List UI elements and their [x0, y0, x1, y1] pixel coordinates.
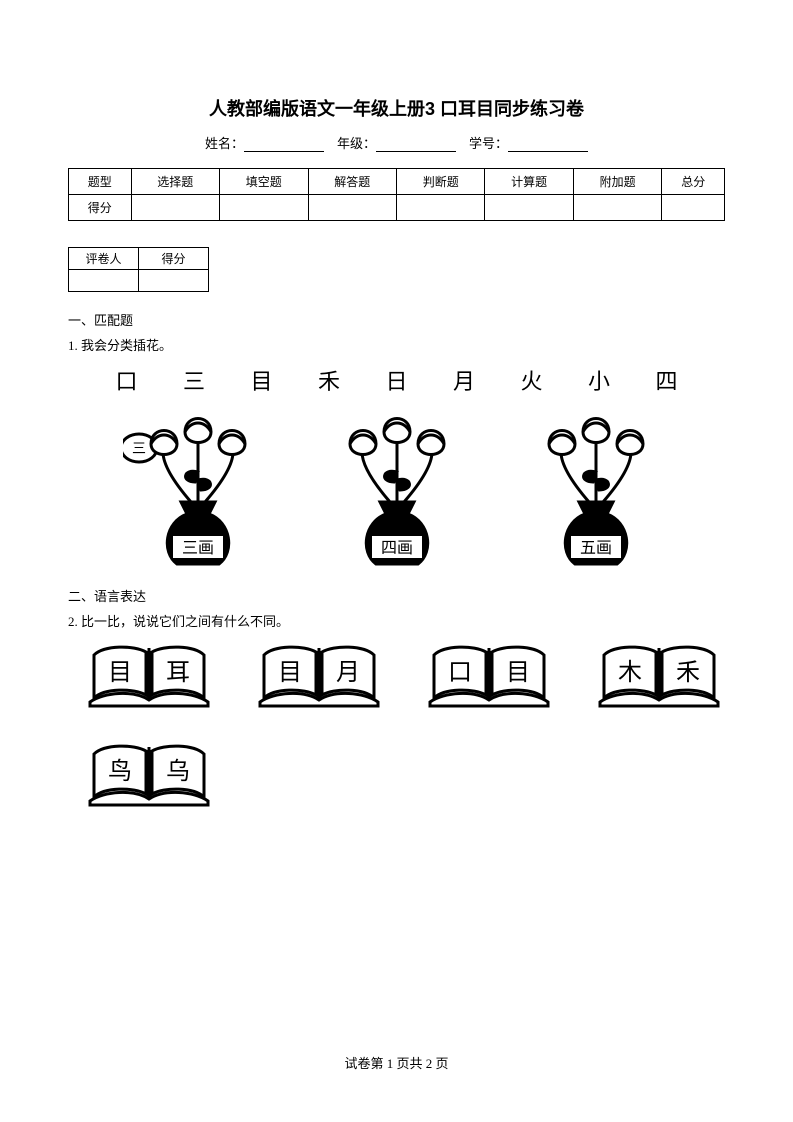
header-choice: 选择题	[131, 169, 219, 195]
vase-2: 四画	[322, 402, 472, 572]
score-label: 得分	[69, 195, 132, 221]
name-blank[interactable]	[244, 138, 324, 152]
reviewer-score-label: 得分	[139, 248, 209, 270]
table-row: 得分	[69, 195, 725, 221]
book-char-left: 目	[108, 660, 132, 686]
vase-icon: 五画	[521, 402, 671, 572]
score-cell[interactable]	[662, 195, 725, 221]
book-char-right: 乌	[166, 758, 190, 785]
id-blank[interactable]	[508, 138, 588, 152]
score-cell[interactable]	[308, 195, 396, 221]
header-calc: 计算题	[485, 169, 573, 195]
book-item: 目 月	[254, 640, 384, 715]
student-info-line: 姓名： 年级： 学号：	[68, 133, 725, 152]
question-2: 2. 比一比，说说它们之间有什么不同。	[68, 611, 725, 630]
score-cell[interactable]	[131, 195, 219, 221]
page-title: 人教部编版语文一年级上册3 口耳目同步练习卷	[68, 95, 725, 121]
header-extra: 附加题	[573, 169, 661, 195]
book-char-right: 月	[336, 660, 360, 686]
book-char-left: 口	[448, 660, 472, 686]
reviewer-score-blank[interactable]	[139, 270, 209, 292]
book-item: 木 禾	[594, 640, 724, 715]
book-char-right: 耳	[166, 660, 190, 686]
book-icon: 木 禾	[594, 640, 724, 715]
table-row: 题型 选择题 填空题 解答题 判断题 计算题 附加题 总分	[69, 169, 725, 195]
vase-3: 五画	[521, 402, 671, 572]
reviewer-table: 评卷人 得分	[68, 247, 209, 292]
id-label: 学号：	[469, 136, 508, 151]
books-area: 目 耳 目 月 口 目	[68, 640, 725, 814]
score-cell[interactable]	[396, 195, 484, 221]
book-char-right: 目	[506, 660, 530, 686]
table-row	[69, 270, 209, 292]
book-item: 鸟 乌	[84, 739, 214, 814]
score-table: 题型 选择题 填空题 解答题 判断题 计算题 附加题 总分 得分	[68, 168, 725, 221]
book-char-right: 禾	[676, 659, 700, 686]
book-item: 口 目	[424, 640, 554, 715]
header-total: 总分	[662, 169, 725, 195]
header-judge: 判断题	[396, 169, 484, 195]
header-type: 题型	[69, 169, 132, 195]
section-1-heading: 一、匹配题	[68, 310, 725, 329]
header-fill: 填空题	[220, 169, 308, 195]
vases-row: 三 三画 四画	[68, 402, 725, 572]
book-icon: 目 耳	[84, 640, 214, 715]
reviewer-blank[interactable]	[69, 270, 139, 292]
vase-label: 四画	[380, 540, 412, 557]
score-cell[interactable]	[573, 195, 661, 221]
name-label: 姓名：	[205, 136, 244, 151]
section-2-heading: 二、语言表达	[68, 586, 725, 605]
vase-label: 五画	[579, 540, 611, 557]
grade-blank[interactable]	[376, 138, 456, 152]
book-item: 目 耳	[84, 640, 214, 715]
book-char-left: 目	[278, 660, 302, 686]
header-answer: 解答题	[308, 169, 396, 195]
reviewer-label: 评卷人	[69, 248, 139, 270]
grade-label: 年级：	[337, 136, 376, 151]
book-icon: 口 目	[424, 640, 554, 715]
character-list: 口 三 目 禾 日 月 火 小 四	[68, 364, 725, 396]
vase-icon: 三 三画	[123, 402, 273, 572]
book-icon: 鸟 乌	[84, 739, 214, 814]
vase-icon: 四画	[322, 402, 472, 572]
book-icon: 目 月	[254, 640, 384, 715]
page-footer: 试卷第 1 页共 2 页	[0, 1053, 793, 1072]
svg-text:三: 三	[132, 442, 146, 457]
score-cell[interactable]	[485, 195, 573, 221]
vase-label: 三画	[181, 540, 213, 557]
question-1: 1. 我会分类插花。	[68, 335, 725, 354]
book-char-left: 鸟	[108, 758, 132, 785]
table-row: 评卷人 得分	[69, 248, 209, 270]
vase-1: 三 三画	[123, 402, 273, 572]
book-char-left: 木	[618, 659, 642, 686]
score-cell[interactable]	[220, 195, 308, 221]
